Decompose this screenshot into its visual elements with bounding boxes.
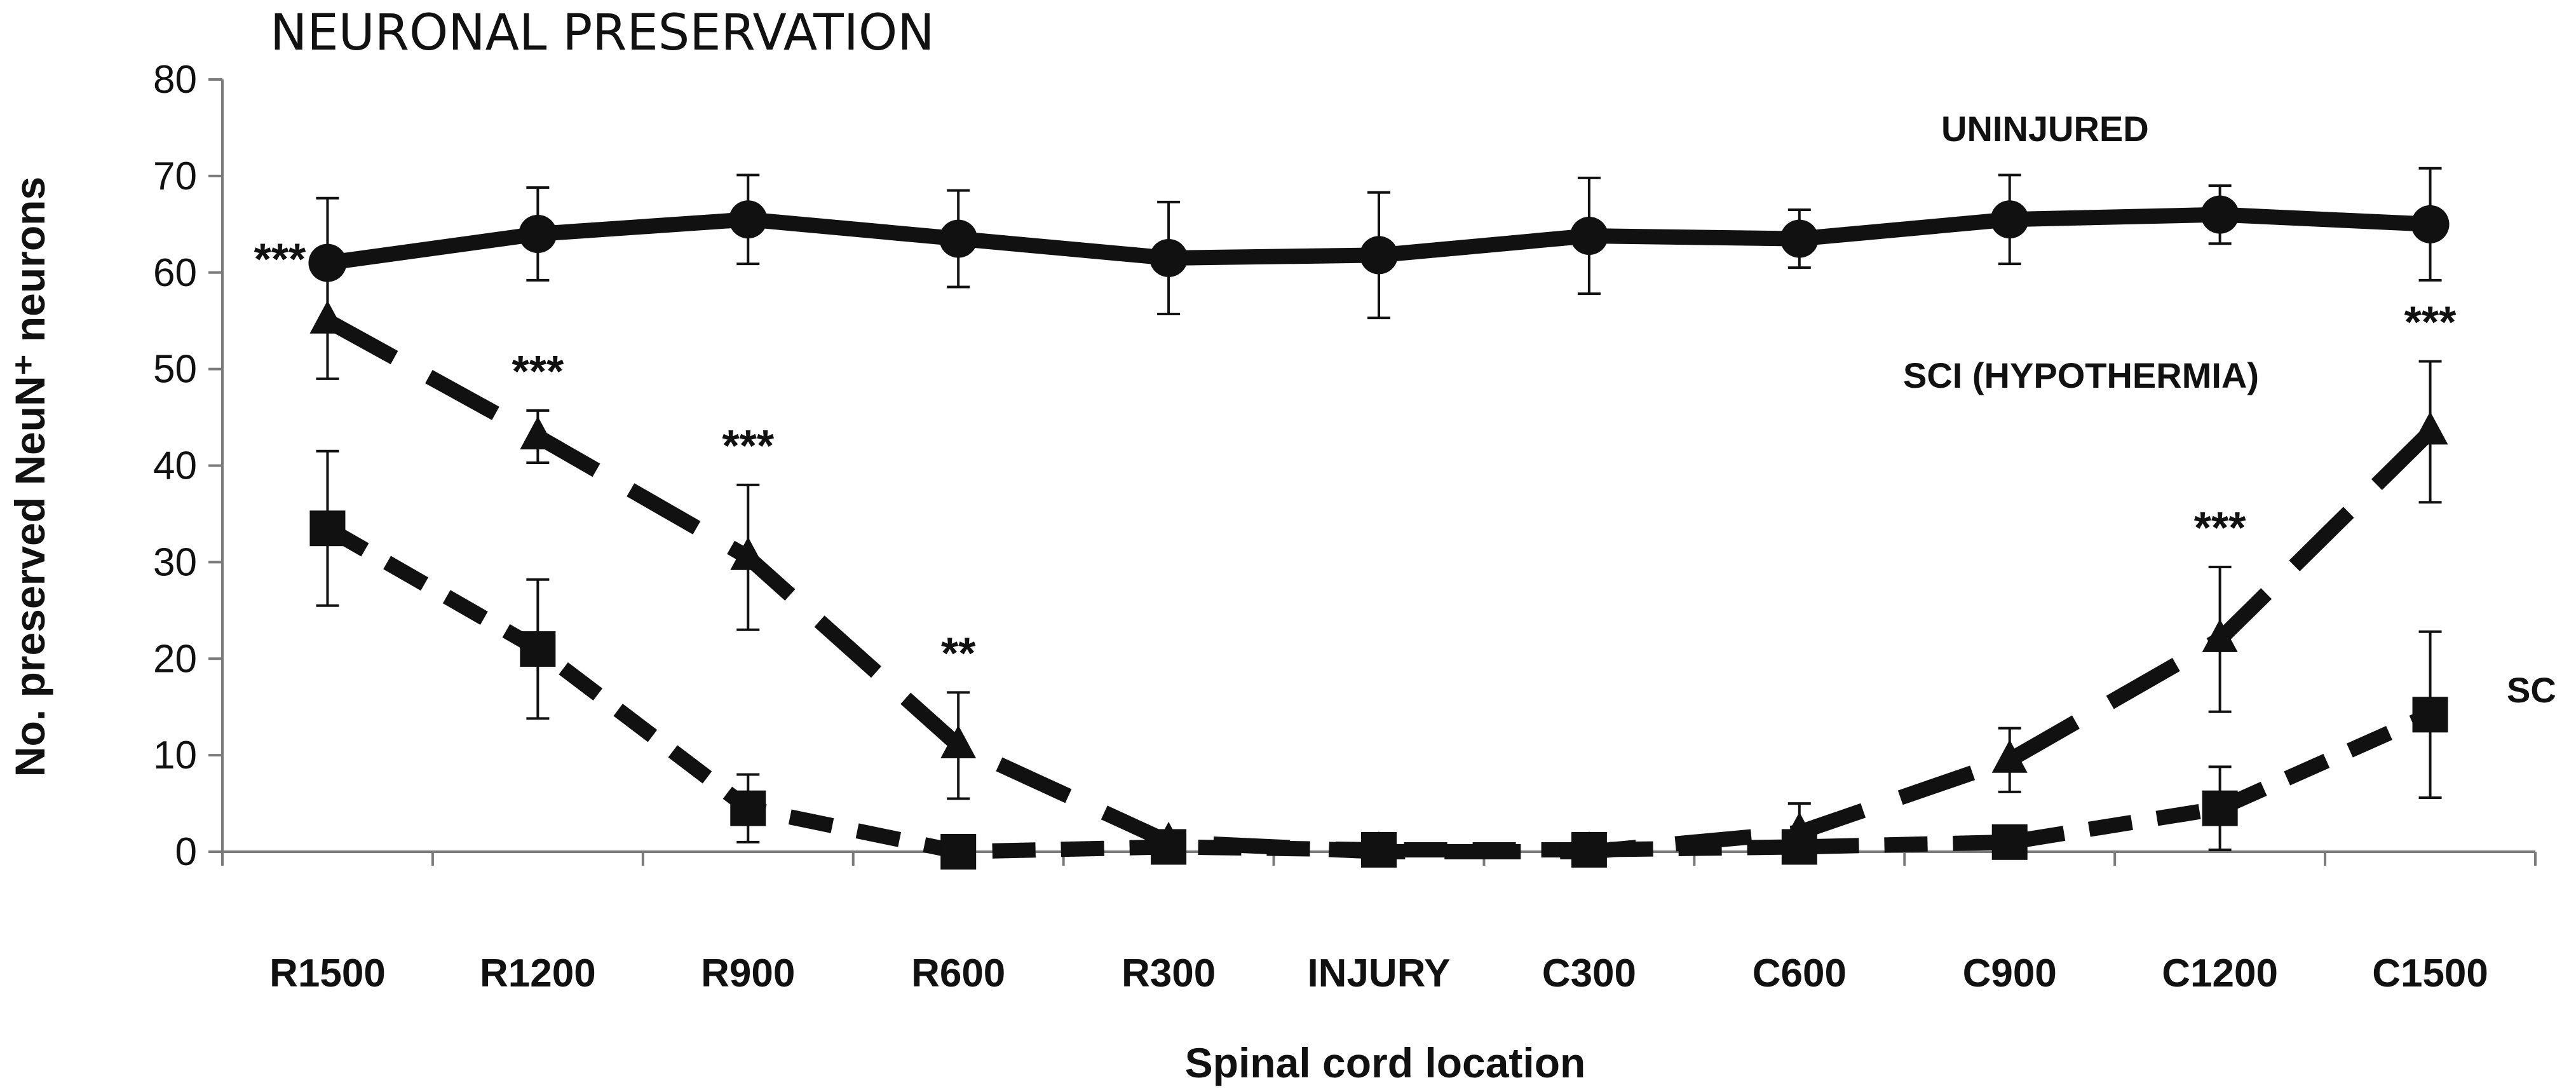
x-tick-label: C900: [1963, 952, 2057, 995]
x-tick-label: R1500: [269, 952, 386, 995]
data-point: [2202, 618, 2238, 652]
y-axis-label: No. preserved NeuN⁺ neurons: [6, 177, 53, 777]
significance-marker: ***: [254, 235, 306, 284]
x-tick-label: R1200: [480, 952, 596, 995]
y-tick-label: 0: [175, 830, 197, 874]
y-tick-label: 60: [153, 251, 197, 295]
data-point: [1360, 236, 1398, 275]
data-point: [730, 536, 766, 570]
significance-annotations: *****************: [254, 235, 2457, 678]
series-uninjured: [308, 167, 2450, 329]
series-label-sci-hypothermia: SCI (HYPOTHERMIA): [1903, 355, 2259, 395]
y-axis-ticks: 0 10 20 30 40 50 60 70 80: [153, 58, 222, 874]
data-point: [730, 790, 766, 826]
data-point: [1781, 812, 1817, 845]
y-tick-label: 30: [153, 540, 197, 584]
significance-marker: **: [941, 628, 976, 678]
data-point: [2412, 411, 2448, 445]
x-axis-label: Spinal cord location: [1185, 1039, 1586, 1086]
series-label-sc: SC: [2507, 670, 2556, 710]
data-point: [1569, 217, 1608, 256]
chart-title: NEURONAL PRESERVATION: [270, 4, 935, 62]
data-point: [939, 219, 978, 258]
significance-marker: ***: [512, 346, 564, 396]
y-tick-label: 40: [153, 444, 197, 488]
y-tick-label: 80: [153, 58, 197, 102]
series-label-uninjured: UNINJURED: [1941, 109, 2149, 149]
y-tick-label: 50: [153, 348, 197, 392]
data-point: [1361, 831, 1397, 864]
data-point: [1571, 831, 1607, 864]
x-tick-label: C300: [1542, 952, 1636, 995]
data-point: [2200, 195, 2239, 234]
data-point: [1991, 739, 2028, 773]
data-point: [520, 631, 556, 667]
x-tick-label: C600: [1752, 952, 1847, 995]
data-point: [1780, 219, 1819, 258]
x-axis-ticks: R1500 R1200 R900 R600 R300 INJURY C300 C600 C900…: [221, 852, 2537, 995]
data-point: [309, 510, 346, 547]
significance-marker: ***: [722, 421, 774, 470]
series-sci-hypothermia: [309, 261, 2448, 864]
data-point: [2411, 205, 2450, 243]
data-point: [519, 215, 557, 253]
data-point: [1990, 200, 2029, 239]
x-tick-label: R900: [701, 952, 795, 995]
data-point: [1151, 821, 1187, 855]
series-sc: [309, 449, 2448, 870]
x-tick-label: C1200: [2162, 952, 2278, 995]
x-tick-label: R600: [911, 952, 1005, 995]
series-line: [323, 314, 2436, 859]
data-point: [2412, 697, 2448, 733]
data-point: [520, 416, 556, 449]
x-tick-label: INJURY: [1307, 952, 1450, 995]
data-point: [308, 243, 347, 282]
data-point: [940, 725, 977, 758]
significance-marker: ***: [2194, 503, 2246, 552]
y-tick-label: 20: [153, 637, 197, 681]
data-point: [940, 834, 977, 870]
y-tick-label: 70: [153, 154, 197, 198]
data-point: [729, 200, 768, 239]
data-point: [1149, 238, 1188, 277]
series-line: [323, 521, 2434, 859]
x-tick-label: R300: [1122, 952, 1216, 995]
data-point: [2202, 790, 2238, 826]
significance-marker: ***: [2404, 297, 2457, 346]
data-point: [1991, 824, 2028, 860]
series-layer: [308, 167, 2450, 870]
x-tick-label: C1500: [2372, 952, 2488, 995]
y-tick-label: 10: [153, 734, 197, 777]
